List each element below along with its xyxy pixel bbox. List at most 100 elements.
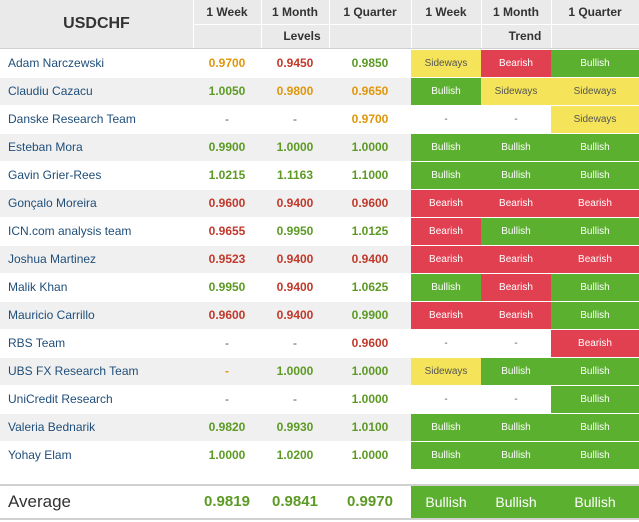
expert-name-link[interactable]: RBS Team	[8, 336, 66, 350]
trend-badge-quarter: Bullish	[551, 218, 639, 245]
level-quarter: 1.0125	[351, 224, 389, 238]
trend-period-month[interactable]: 1 Month	[493, 5, 539, 19]
trend-badge-month: Bearish	[481, 190, 551, 217]
trend-badge-week: Bullish	[411, 134, 481, 161]
average-row: Average 0.9819 0.9841 0.9970 Bullish Bul…	[0, 484, 639, 520]
level-quarter: 1.0000	[351, 364, 389, 378]
expert-name-link[interactable]: Claudiu Cazacu	[8, 84, 93, 98]
forecast-rows: Adam Narczewski 0.9700 0.9450 0.9850 Sideway…	[0, 50, 639, 470]
trend-group-label: Trend	[508, 29, 542, 43]
expert-name-link[interactable]: Yohay Elam	[8, 448, 72, 462]
table-row: Valeria Bednarik 0.9820 0.9930 1.0100 Bullis…	[0, 414, 639, 442]
average-trend-week: Bullish	[411, 486, 481, 518]
trend-period-week[interactable]: 1 Week	[425, 5, 467, 19]
level-month: 0.9800	[276, 84, 314, 98]
level-week: 1.0215	[208, 168, 246, 182]
expert-name-link[interactable]: Joshua Martinez	[8, 252, 97, 266]
expert-name-link[interactable]: ICN.com analysis team	[8, 224, 132, 238]
level-month: 1.0000	[276, 140, 314, 154]
table-header: USDCHF 1 Week 1 Month 1 Quarter 1 Week 1…	[0, 0, 639, 49]
levels-period-month[interactable]: 1 Month	[272, 5, 318, 19]
trend-badge-month: Bearish	[481, 50, 551, 77]
expert-name-link[interactable]: UniCredit Research	[8, 392, 113, 406]
expert-name-link[interactable]: Malik Khan	[8, 280, 68, 294]
level-quarter: 0.9650	[351, 84, 389, 98]
level-quarter: 1.0000	[351, 140, 389, 154]
level-week: 0.9523	[208, 252, 246, 266]
expert-name-link[interactable]: Gonçalo Moreira	[8, 196, 97, 210]
levels-period-quarter[interactable]: 1 Quarter	[343, 5, 397, 19]
trend-badge-quarter: Bullish	[551, 358, 639, 385]
trend-badge-quarter: Sideways	[551, 78, 639, 105]
trend-badge-quarter: Bullish	[551, 274, 639, 301]
trend-badge-week: Bullish	[411, 162, 481, 189]
trend-badge-week: Bearish	[411, 190, 481, 217]
level-quarter: 0.9600	[351, 196, 389, 210]
table-row: RBS Team - -0.9600- - Bearish	[0, 330, 639, 358]
level-month: 1.0200	[276, 448, 314, 462]
level-week: 0.9950	[208, 280, 246, 294]
trend-badge-month: -	[481, 386, 551, 413]
trend-badge-quarter: Bullish	[551, 386, 639, 413]
trend-badge-month: Bullish	[481, 162, 551, 189]
level-month: 1.1163	[276, 168, 314, 182]
level-week: -	[225, 336, 229, 350]
level-month: 0.9450	[276, 56, 314, 70]
level-month: 0.9930	[276, 420, 314, 434]
expert-name-link[interactable]: Adam Narczewski	[8, 56, 105, 70]
level-week: -	[225, 392, 229, 406]
trend-badge-quarter: Bullish	[551, 162, 639, 189]
level-week: 1.0000	[208, 448, 246, 462]
trend-badge-week: Sideways	[411, 50, 481, 77]
expert-name-link[interactable]: Valeria Bednarik	[8, 420, 96, 434]
trend-period-quarter[interactable]: 1 Quarter	[568, 5, 622, 19]
trend-badge-week: Bearish	[411, 302, 481, 329]
level-week: 0.9655	[208, 224, 246, 238]
table-row: ICN.com analysis team 0.9655 0.9950 1.0125 B…	[0, 218, 639, 246]
expert-name-link[interactable]: Mauricio Carrillo	[8, 308, 95, 322]
level-quarter: 0.9600	[351, 336, 389, 350]
table-row: Claudiu Cazacu 1.0050 0.9800 0.9650 Bullish S…	[0, 78, 639, 106]
trend-badge-quarter: Bearish	[551, 330, 639, 357]
trend-badge-month: Bullish	[481, 134, 551, 161]
level-quarter: 0.9850	[351, 56, 389, 70]
level-week: 0.9700	[208, 56, 246, 70]
trend-badge-week: Bullish	[411, 78, 481, 105]
average-trend-quarter: Bullish	[551, 486, 639, 518]
table-row: Malik Khan 0.9950 0.9400 1.0625 Bullish Beari…	[0, 274, 639, 302]
table-row: UniCredit Research - -1.0000- - Bullish	[0, 386, 639, 414]
level-quarter: 1.0625	[351, 280, 389, 294]
trend-badge-month: Bullish	[481, 442, 551, 469]
level-week: 0.9600	[208, 308, 246, 322]
table-row: Danske Research Team - -0.9700- - Sideways	[0, 106, 639, 134]
expert-name-link[interactable]: UBS FX Research Team	[8, 364, 139, 378]
levels-period-week[interactable]: 1 Week	[206, 5, 248, 19]
table-row: Mauricio Carrillo 0.9600 0.9400 0.9900 Beari…	[0, 302, 639, 330]
expert-name-link[interactable]: Gavin Grier-Rees	[8, 168, 102, 182]
level-quarter: 0.9900	[351, 308, 389, 322]
trend-badge-quarter: Sideways	[551, 106, 639, 133]
trend-badge-quarter: Bullish	[551, 134, 639, 161]
level-week: 0.9820	[208, 420, 246, 434]
level-quarter: 0.9700	[351, 112, 389, 126]
average-label: Average	[8, 492, 72, 511]
level-quarter: 1.0100	[351, 420, 389, 434]
level-week: 0.9900	[208, 140, 246, 154]
level-week: -	[225, 112, 229, 126]
table-row: Esteban Mora 0.9900 1.0000 1.0000 Bullish Bul…	[0, 134, 639, 162]
trend-badge-quarter: Bearish	[551, 246, 639, 273]
trend-badge-month: Bullish	[481, 414, 551, 441]
trend-badge-month: Bearish	[481, 246, 551, 273]
expert-name-link[interactable]: Danske Research Team	[8, 112, 136, 126]
level-month: 0.9400	[276, 252, 314, 266]
trend-badge-month: -	[481, 106, 551, 133]
symbol-title: USDCHF	[63, 15, 130, 32]
level-quarter: 0.9400	[351, 252, 389, 266]
level-quarter: 1.1000	[351, 168, 389, 182]
table-row: UBS FX Research Team - 1.0000 1.0000 Sideway…	[0, 358, 639, 386]
level-month: -	[293, 392, 297, 406]
table-row: Joshua Martinez 0.9523 0.9400 0.9400 Bearish…	[0, 246, 639, 274]
trend-badge-week: Bearish	[411, 246, 481, 273]
average-level-week: 0.9819	[204, 493, 250, 510]
expert-name-link[interactable]: Esteban Mora	[8, 140, 83, 154]
